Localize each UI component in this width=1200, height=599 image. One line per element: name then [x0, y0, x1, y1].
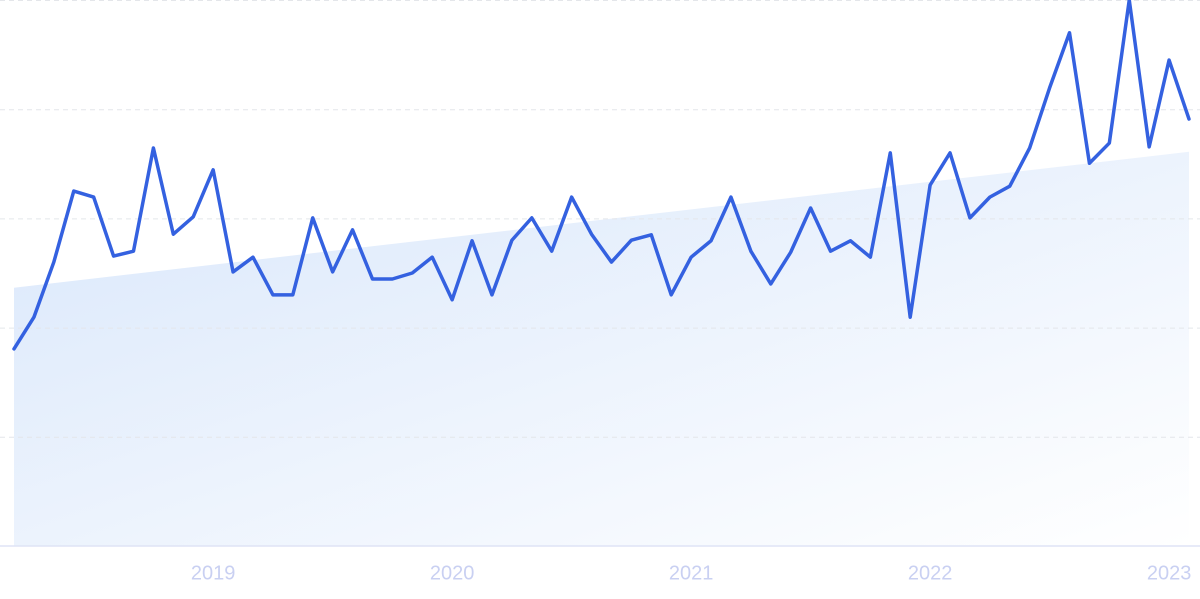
trend-area	[14, 151, 1189, 546]
x-tick-label: 2021	[669, 562, 714, 584]
x-tick-label: 2023	[1147, 562, 1192, 584]
x-tick-label: 2022	[908, 562, 953, 584]
x-tick-label: 2020	[430, 562, 475, 584]
x-tick-label: 2019	[191, 562, 236, 584]
line	[12, 0, 1191, 351]
